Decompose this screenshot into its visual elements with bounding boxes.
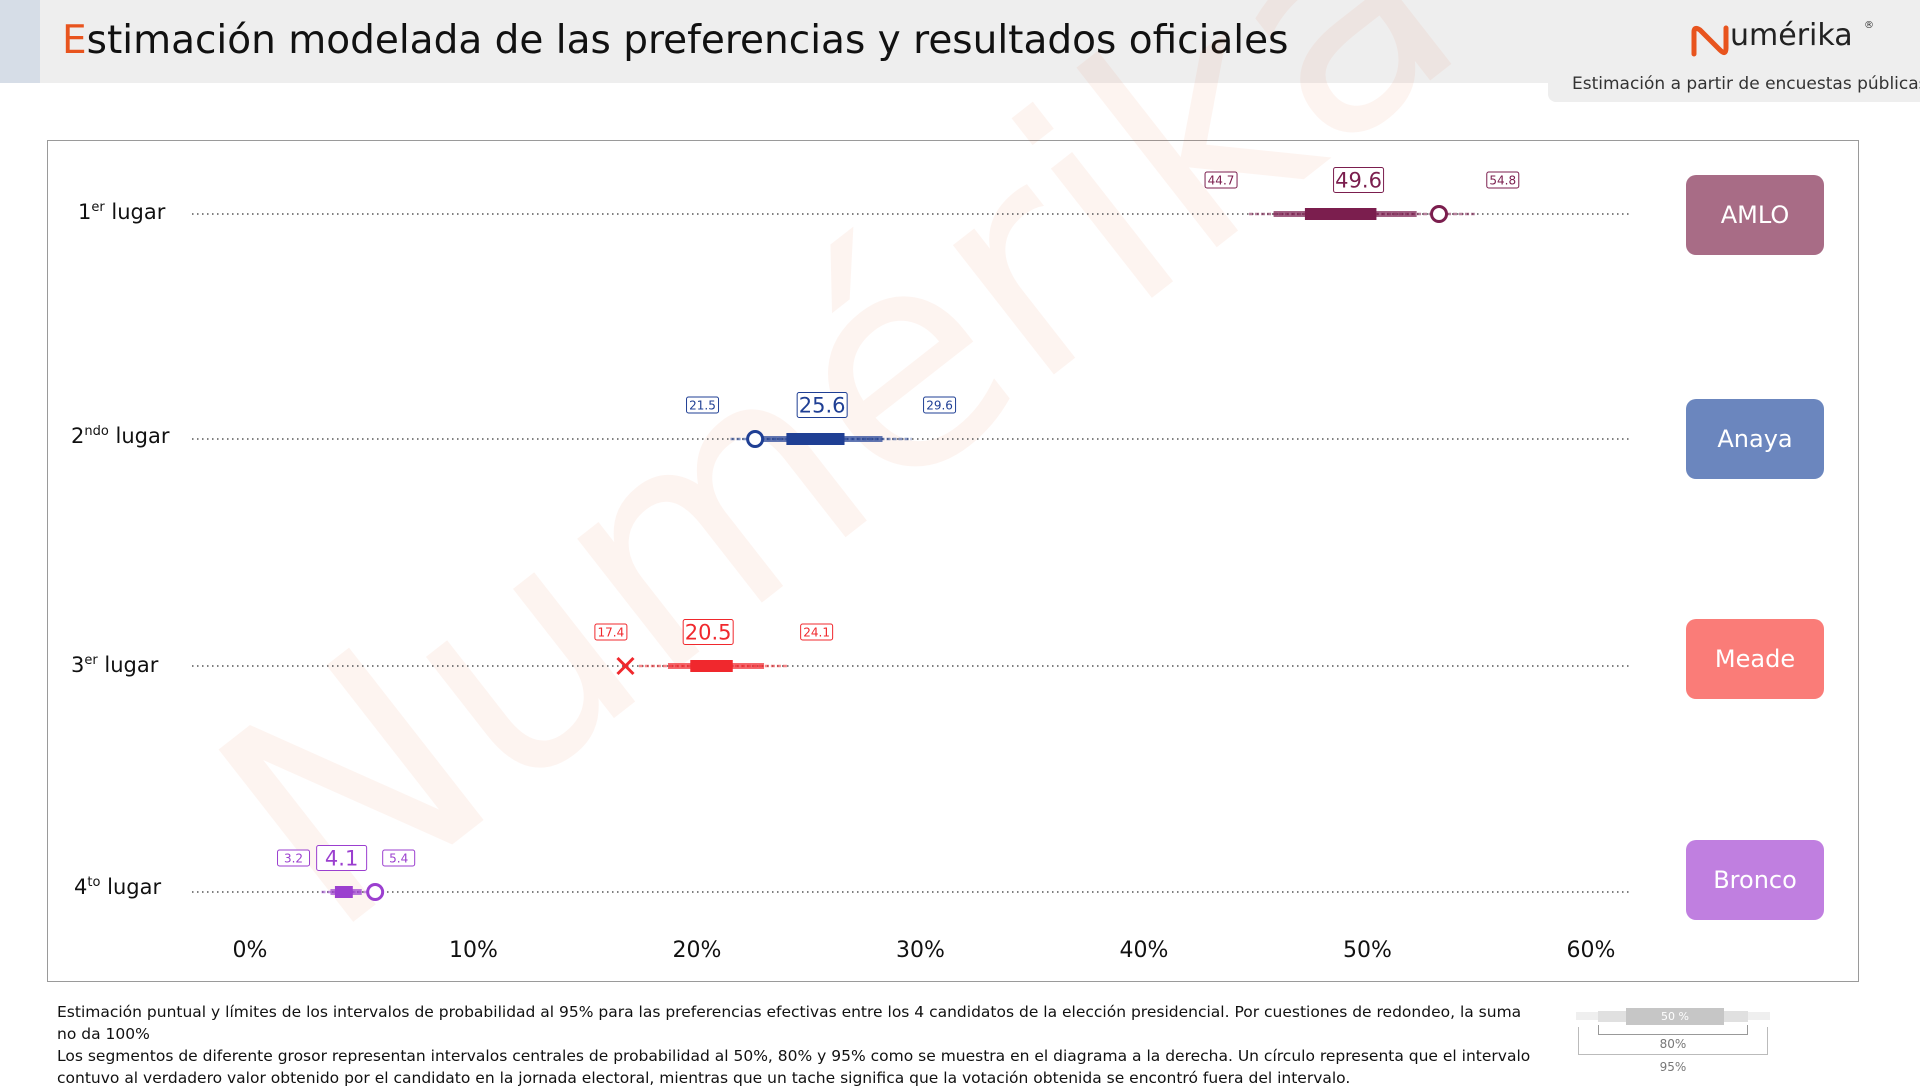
row-label-1: 1er lugar: [78, 200, 165, 224]
candidate-button-anaya[interactable]: Anaya: [1686, 399, 1824, 479]
row-label-2: 2ndo lugar: [71, 424, 170, 448]
footnote: Estimación puntual y límites de los inte…: [57, 1001, 1537, 1089]
row-label-3: 3er lugar: [71, 653, 158, 677]
row-label-4: 4to lugar: [74, 875, 161, 899]
footnote-line-2: Los segmentos de diferente grosor repres…: [57, 1047, 1531, 1087]
row-ord: 1: [78, 200, 92, 224]
lower-bound-label-box: [1204, 171, 1238, 189]
estimate-label: 20.5: [685, 621, 732, 645]
candidate-button-amlo[interactable]: AMLO: [1686, 175, 1824, 255]
legend-bracket-95: [1578, 1027, 1768, 1055]
lower-bound-label: 44.7: [1208, 173, 1235, 187]
row-word: lugar: [104, 653, 159, 677]
estimate-label-box: [796, 392, 848, 418]
candidate-button-bronco[interactable]: Bronco: [1686, 840, 1824, 920]
upper-bound-label-box: [1486, 171, 1520, 189]
lower-bound-label: 3.2: [284, 851, 303, 865]
subtitle-tab: [1548, 70, 1920, 102]
upper-bound-label: 54.8: [1489, 173, 1516, 187]
row-ord: 2: [71, 424, 85, 448]
x-tick-label: 30%: [896, 938, 945, 963]
legend-bracket-80: [1598, 1025, 1748, 1035]
x-tick-label: 10%: [449, 938, 498, 963]
row-ord: 3: [71, 653, 85, 677]
interval-legend: 50 % 80% 95%: [1576, 1003, 1770, 1077]
lower-bound-label-box: [686, 396, 720, 414]
brand-name: umérika: [1730, 18, 1853, 53]
row-ord: 4: [74, 875, 88, 899]
row-word: lugar: [115, 424, 170, 448]
x-tick-label: 60%: [1567, 938, 1616, 963]
upper-bound-label: 5.4: [389, 851, 408, 865]
legend-label-95: 95%: [1659, 1060, 1687, 1074]
row-word: lugar: [111, 200, 166, 224]
estimate-label-box: [682, 619, 734, 645]
lower-bound-label: 17.4: [598, 625, 625, 639]
estimate-label-box: [316, 845, 368, 871]
legend-label-80: 80%: [1659, 1037, 1687, 1051]
page-subtitle: Estimación a partir de encuestas pública…: [1572, 74, 1920, 94]
page-title-initial: E: [62, 18, 87, 63]
lower-bound-label-box: [594, 623, 628, 641]
row-word: lugar: [107, 875, 162, 899]
lower-bound-label-box: [277, 849, 311, 867]
footnote-line-1: Estimación puntual y límites de los inte…: [57, 1003, 1522, 1043]
chart-frame: [47, 140, 1859, 982]
upper-bound-label-box: [923, 396, 957, 414]
official-result-circle: [366, 883, 385, 901]
lower-bound-label: 21.5: [689, 398, 716, 412]
page-title: Estimación modelada de las preferencias …: [62, 18, 1288, 63]
row-sup: ndo: [84, 424, 109, 439]
estimate-label: 25.6: [799, 394, 846, 418]
candidate-button-meade[interactable]: Meade: [1686, 619, 1824, 699]
upper-bound-label-box: [800, 623, 834, 641]
x-tick-label: 0%: [233, 938, 268, 963]
x-tick-label: 50%: [1343, 938, 1392, 963]
x-tick-label: 40%: [1120, 938, 1169, 963]
legend-bar-50: 50 %: [1626, 1008, 1724, 1025]
row-sup: er: [91, 200, 105, 215]
brand-logo-icon: [1691, 25, 1729, 57]
upper-bound-label: 29.6: [926, 398, 953, 412]
header-accent: [0, 0, 40, 83]
x-tick-label: 20%: [673, 938, 722, 963]
row-sup: to: [87, 875, 101, 890]
official-result-circle: [746, 430, 765, 448]
brand-registered: ®: [1864, 20, 1874, 31]
estimate-label: 49.6: [1335, 169, 1382, 193]
header-bar: [0, 0, 1920, 83]
official-result-cross: [616, 656, 635, 676]
upper-bound-label: 24.1: [803, 625, 830, 639]
estimate-label: 4.1: [325, 847, 358, 871]
row-sup: er: [84, 653, 98, 668]
page-title-rest: stimación modelada de las preferencias y…: [86, 18, 1289, 63]
estimate-label-box: [1333, 167, 1385, 193]
upper-bound-label-box: [382, 849, 416, 867]
official-result-circle: [1430, 205, 1449, 223]
